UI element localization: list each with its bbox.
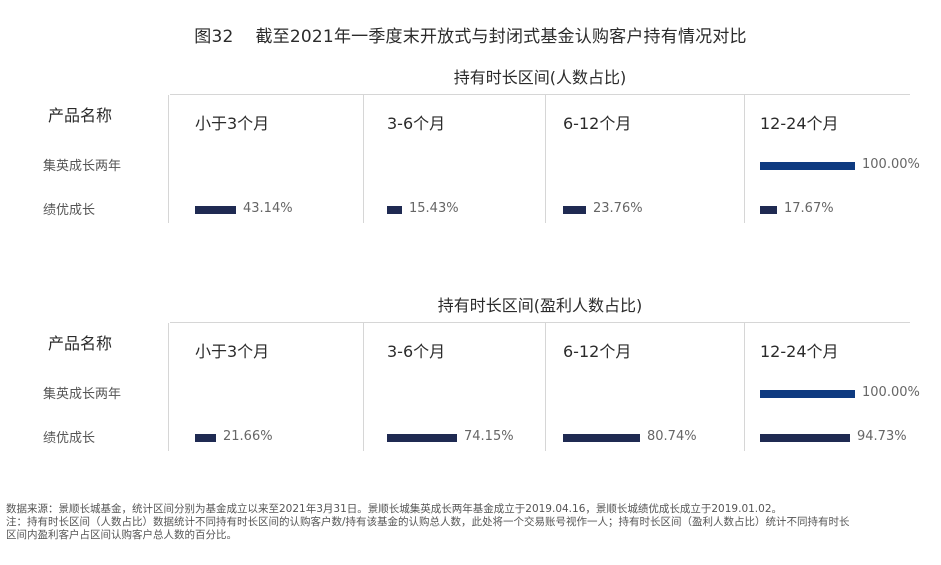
row-label: 集英成长两年 [43, 387, 122, 402]
footnote-note-1: 注：持有时长区间（人数占比）数据统计不同持有时长区间的认购客户数/持有该基金的认… [6, 516, 850, 528]
data-label: 43.14% [243, 201, 293, 216]
data-label: 15.43% [409, 201, 459, 216]
column-header: 6-12个月 [563, 342, 632, 361]
data-bar [760, 162, 855, 170]
column-separator [363, 95, 364, 223]
data-bar [563, 206, 586, 214]
data-bar [760, 206, 777, 214]
panel-title: 持有时长区间(盈利人数占比) [170, 294, 910, 323]
data-label: 100.00% [862, 157, 920, 172]
data-label: 21.66% [223, 429, 273, 444]
column-header: 小于3个月 [195, 342, 270, 361]
data-bar [195, 434, 216, 442]
data-bar [563, 434, 640, 442]
column-separator [744, 95, 745, 223]
data-label: 100.00% [862, 385, 920, 400]
column-separator [545, 323, 546, 451]
figure-title: 图32 截至2021年一季度末开放式与封闭式基金认购客户持有情况对比 [0, 22, 941, 47]
column-separator [545, 95, 546, 223]
column-separator [363, 323, 364, 451]
data-bar [387, 434, 457, 442]
product-name-header: 产品名称 [48, 334, 113, 353]
column-header: 12-24个月 [760, 114, 839, 133]
column-header: 6-12个月 [563, 114, 632, 133]
footnote: 数据来源：景顺长城基金，统计区间分别为基金成立以来至2021年3月31日。景顺长… [6, 503, 936, 542]
data-label: 17.67% [784, 201, 834, 216]
data-bar [760, 390, 855, 398]
figure-number: 图32 [194, 27, 234, 47]
panel-title: 持有时长区间(人数占比) [170, 66, 910, 95]
data-bar [195, 206, 236, 214]
panel-profit-ratio: 持有时长区间(盈利人数占比) 产品名称 小于3个月 3-6个月 6-12个月 12-24个… [0, 294, 941, 494]
row-label: 绩优成长 [43, 203, 96, 218]
figure-title-text: 截至2021年一季度末开放式与封闭式基金认购客户持有情况对比 [255, 27, 747, 47]
row-label: 集英成长两年 [43, 159, 122, 174]
data-label: 94.73% [857, 429, 907, 444]
footnote-note-2: 区间内盈利客户占区间认购客户总人数的百分比。 [6, 529, 237, 541]
column-separator [168, 323, 169, 451]
column-header: 12-24个月 [760, 342, 839, 361]
column-separator [744, 323, 745, 451]
product-name-header: 产品名称 [48, 106, 113, 125]
data-bar [387, 206, 402, 214]
column-header: 3-6个月 [387, 342, 446, 361]
row-label: 绩优成长 [43, 431, 96, 446]
footnote-source: 数据来源：景顺长城基金，统计区间分别为基金成立以来至2021年3月31日。景顺长… [6, 503, 782, 515]
data-label: 74.15% [464, 429, 514, 444]
column-header: 3-6个月 [387, 114, 446, 133]
data-bar [760, 434, 850, 442]
panel-headcount-ratio: 持有时长区间(人数占比) 产品名称 小于3个月 3-6个月 6-12个月 12-24个月集… [0, 66, 941, 266]
column-separator [168, 95, 169, 223]
data-label: 80.74% [647, 429, 697, 444]
data-label: 23.76% [593, 201, 643, 216]
column-header: 小于3个月 [195, 114, 270, 133]
